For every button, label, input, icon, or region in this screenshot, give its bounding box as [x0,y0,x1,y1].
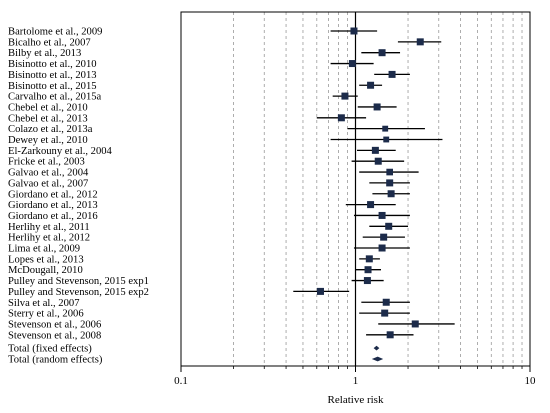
point-estimate-square [363,277,371,285]
point-estimate-square [350,27,358,35]
point-estimate-square [373,103,381,111]
point-estimate-square [381,309,389,317]
study-label: Galvao et al., 2007 [8,178,88,189]
study-label: Chebel et al., 2013 [8,113,88,124]
study-label: Bisinotto et al., 2010 [8,59,97,70]
study-label: Pulley and Stevenson, 2015 exp1 [8,276,149,287]
study-label: Galvao et al., 2004 [8,168,89,179]
study-label: Fricke et al., 2003 [8,157,85,168]
gridlines [233,12,523,366]
point-estimate-square [378,49,386,57]
study-label: Bicalho et al., 2007 [8,37,91,48]
point-estimate-square [386,168,394,176]
point-estimate-square [411,320,419,328]
point-estimate-square [348,60,356,68]
point-estimate-square [341,92,349,100]
study-label: Herlihy et al., 2011 [8,222,90,233]
study-label: Bisinotto et al., 2013 [8,70,97,81]
point-estimate-square [378,244,386,252]
study-label: Dewey et al., 2010 [8,135,88,146]
point-estimate-square [316,287,324,295]
point-estimate-square [364,266,372,274]
point-estimate-square [365,255,373,263]
study-label: Stevenson et al., 2008 [8,330,101,341]
point-estimate-square [374,157,382,165]
study-label: Silva et al., 2007 [8,298,80,309]
x-axis-label: Relative risk [328,394,384,406]
tick-label: 10 [525,375,537,387]
tick-label: 0.1 [174,375,188,387]
x-axis-ticks: 0.1 1 10 [174,366,536,387]
point-estimate-square [386,331,394,339]
study-label: Total (fixed effects) [8,344,92,355]
point-estimate-square [383,136,390,143]
study-label: Giordano et al., 2013 [8,200,98,211]
point-estimate-square [387,190,395,198]
study-label: El-Zarkouny et al., 2004 [8,146,113,157]
study-label: Chebel et al., 2010 [8,102,88,113]
study-label: Giordano et al., 2016 [8,211,98,222]
study-label: Giordano et al., 2012 [8,189,98,200]
study-label: Bartolome et al., 2009 [8,27,102,38]
summary-diamond [373,345,380,351]
study-label: Bisinotto et al., 2015 [8,81,97,92]
study-label: Herlihy et al., 2012 [8,233,90,244]
study-label: Lima et al., 2009 [8,244,80,255]
study-label: Total (random effects) [8,355,103,366]
study-markers [293,27,455,362]
study-label: McDougall, 2010 [8,265,83,276]
tick-label: 1 [353,375,359,387]
point-estimate-square [337,114,345,122]
point-estimate-square [380,233,388,241]
point-estimate-square [385,222,393,230]
study-label: Sterry et al., 2006 [8,309,84,320]
study-label: Colazo et al., 2013a [8,124,93,135]
point-estimate-square [371,146,379,154]
study-label: Stevenson et al., 2006 [8,319,101,330]
point-estimate-square [416,38,424,46]
point-estimate-square [367,201,375,209]
study-label: Lopes et al., 2013 [8,254,84,265]
point-estimate-square [382,125,389,132]
point-estimate-square [388,70,396,78]
study-label: Bilby et al., 2013 [8,48,81,59]
point-estimate-square [386,179,394,187]
point-estimate-square [378,211,386,219]
point-estimate-square [367,81,375,89]
study-label: Carvalho et al., 2015a [8,92,102,103]
study-label: Pulley and Stevenson, 2015 exp2 [8,287,149,298]
point-estimate-square [382,298,390,306]
summary-diamond [371,356,384,362]
